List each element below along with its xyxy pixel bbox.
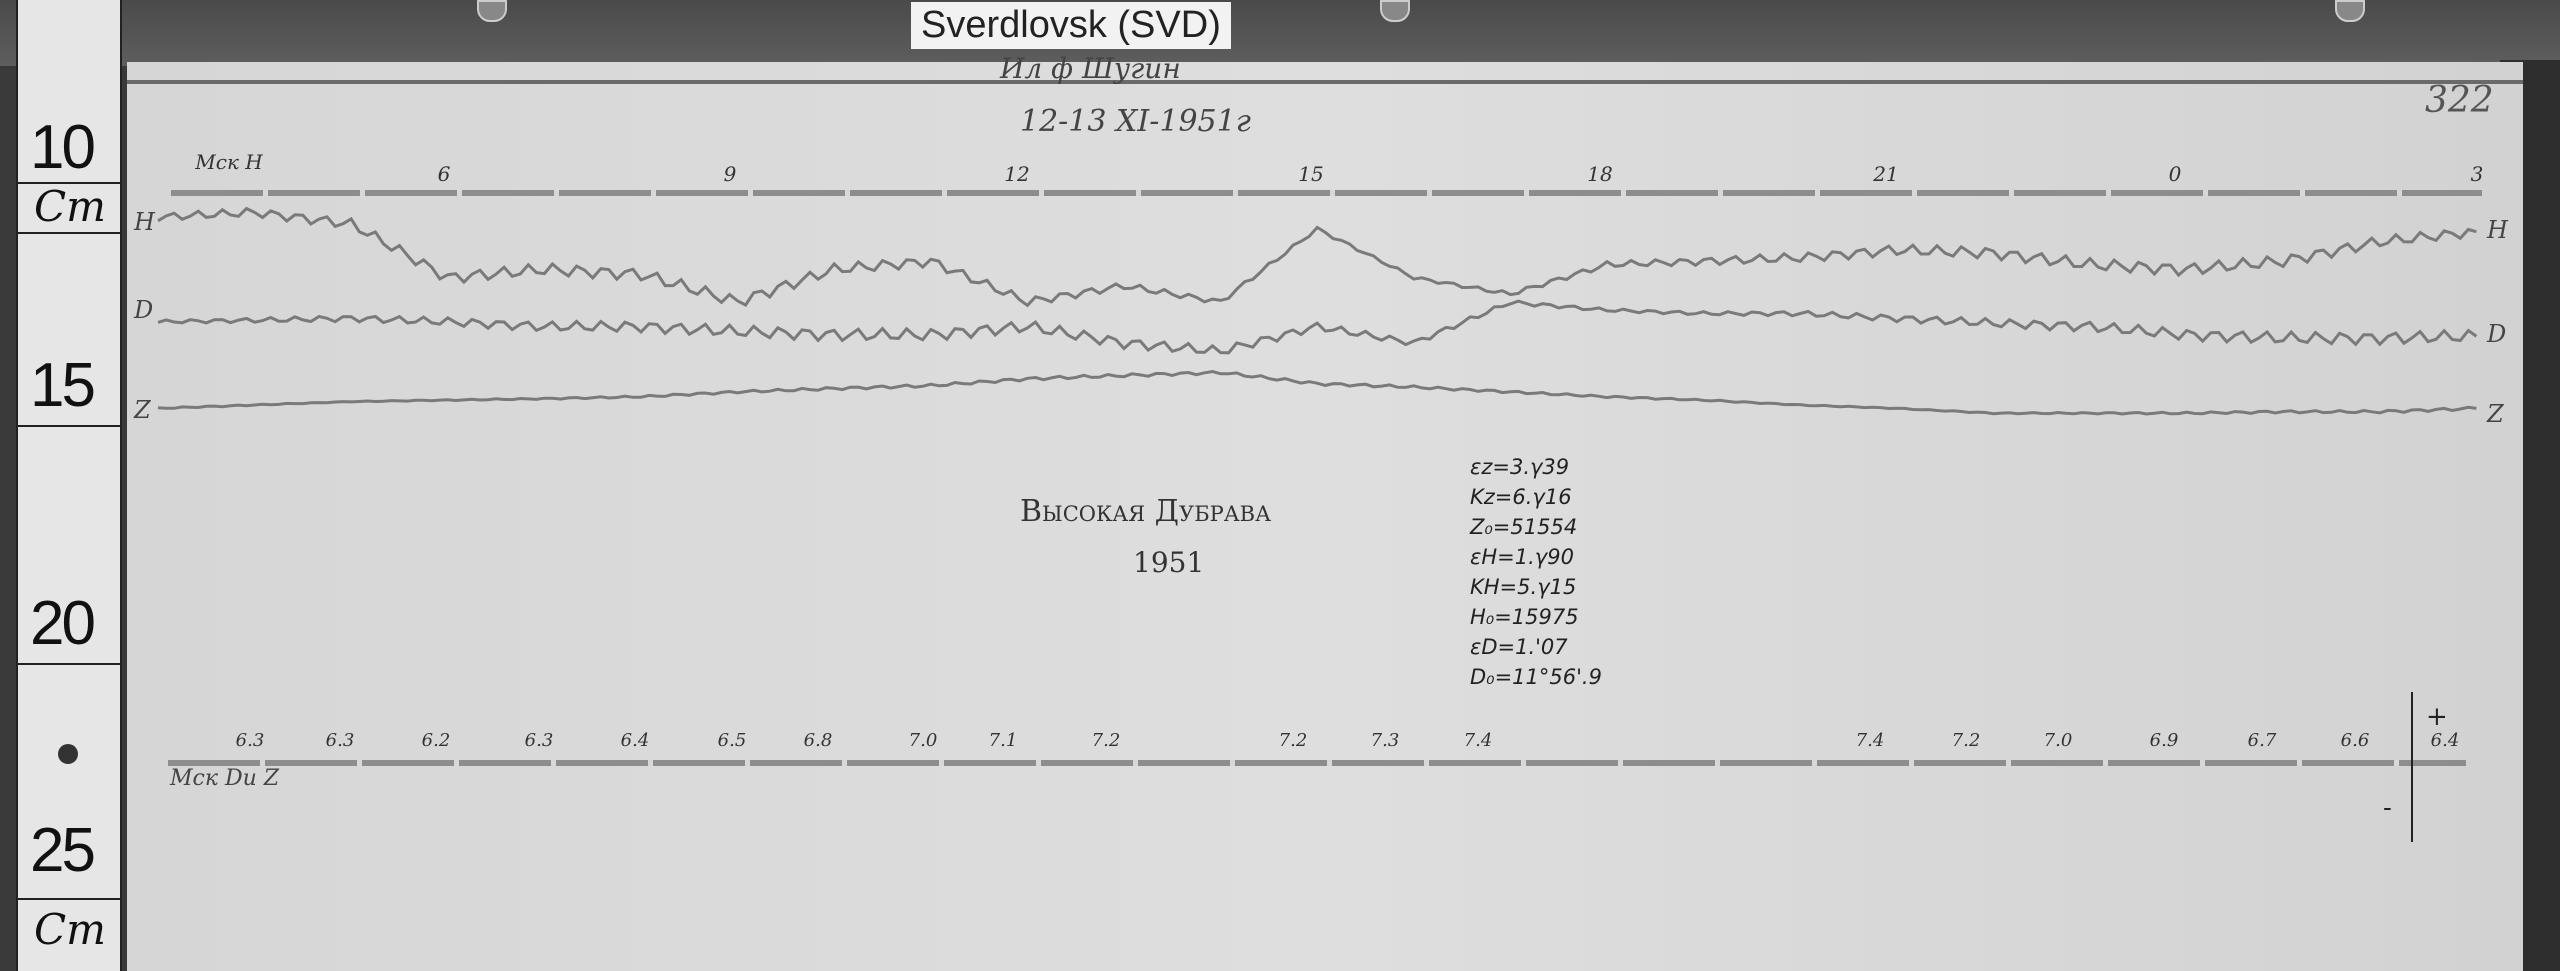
baseline-value: 7.2: [1091, 730, 1121, 751]
header-scribble: Ил ф Шугин: [1000, 52, 1181, 85]
trace-label-d-right: D: [2487, 320, 2507, 348]
ruler-unit: Cm: [34, 182, 106, 231]
ruler-tick: [18, 182, 120, 184]
baseline-value: 6.4: [620, 730, 650, 751]
baseline-constant: D₀=11°56'.9: [1470, 665, 1602, 689]
ruler-tick: [18, 232, 120, 234]
arrow-plus: +: [2426, 702, 2448, 732]
x-tick-label: 3: [2470, 162, 2484, 186]
baseline-value: 6.8: [803, 730, 833, 751]
baseline-value: 7.4: [1463, 730, 1493, 751]
baseline-value: 7.3: [1370, 730, 1400, 751]
screw-icon: [2335, 0, 2365, 22]
baseline-value: 6.4: [2430, 730, 2460, 751]
x-axis-label: Мск H: [195, 150, 263, 174]
trace-label-z-right: Z: [2487, 400, 2504, 428]
baseline-value: 6.3: [325, 730, 355, 751]
cm-ruler: 10 Cm 15 20 25 Cm: [16, 0, 122, 971]
x-tick-label: 12: [1004, 162, 1030, 186]
trace-h: [157, 206, 2477, 308]
baseline-constant: εz=3.γ39: [1470, 455, 1570, 479]
baseline-value: 6.9: [2149, 730, 2179, 751]
sheet-top-line: [127, 80, 2523, 84]
x-tick-label: 15: [1298, 162, 1324, 186]
arrow-minus: -: [2383, 793, 2392, 823]
x-tick-label: 0: [2168, 162, 2182, 186]
baseline-value: 6.3: [524, 730, 554, 751]
baseline-value: 6.3: [235, 730, 265, 751]
baseline-constant: Kz=6.γ16: [1470, 485, 1572, 509]
baseline-constant: εH=1.γ90: [1470, 545, 1574, 569]
screw-icon: [477, 0, 507, 22]
time-axis: [171, 190, 2482, 196]
baseline-constant: H₀=15975: [1470, 605, 1579, 629]
baseline-value: 6.6: [2340, 730, 2370, 751]
baseline-value: 7.2: [1278, 730, 1308, 751]
ruler-tick: [18, 663, 120, 665]
magnetogram-sheet: [127, 62, 2523, 971]
trace-d: [157, 299, 2478, 355]
ruler-hole: [58, 744, 78, 764]
screw-icon: [1380, 0, 1410, 22]
ruler-unit: Cm: [34, 905, 106, 954]
trace-label-d-left: D: [134, 296, 154, 324]
x-tick-label: 21: [1873, 162, 1899, 186]
baseline-value: 6.5: [717, 730, 747, 751]
polarity-arrow-icon: [2411, 692, 2413, 842]
x-tick-label: 18: [1587, 162, 1613, 186]
observatory-name: Высокая Дубрава: [1020, 494, 1272, 529]
sheet-number: 322: [2425, 80, 2494, 121]
baseline-value: 7.4: [1855, 730, 1885, 751]
ruler-tick: [18, 898, 120, 900]
trace-label-h-left: H: [134, 208, 155, 236]
baseline-constant: Z₀=51554: [1470, 515, 1578, 539]
trace-label-h-right: H: [2487, 216, 2508, 244]
ruler-label: 15: [30, 351, 96, 420]
ruler-label: 20: [30, 589, 96, 658]
x-tick-label: 9: [723, 162, 737, 186]
baseline-value: 7.0: [2043, 730, 2073, 751]
x-tick-label: 6: [437, 162, 451, 186]
trace-z: [157, 369, 2477, 416]
trace-label-z-left: Z: [134, 396, 151, 424]
ruler-label: 25: [30, 816, 96, 885]
baseline-axis: [168, 760, 2466, 766]
baseline-constant: KH=5.γ15: [1470, 575, 1577, 599]
record-date: 12-13 XI-1951г: [1020, 104, 1251, 139]
baseline-constant: εD=1.'07: [1470, 635, 1568, 659]
observatory-year: 1951: [1133, 546, 1205, 579]
mounting-board: [0, 0, 2560, 66]
ruler-tick: [18, 425, 120, 427]
baseline-value: 6.7: [2247, 730, 2277, 751]
baseline-value: 7.2: [1951, 730, 1981, 751]
ruler-label: 10: [30, 113, 96, 182]
baseline-value: 7.0: [908, 730, 938, 751]
station-label: Sverdlovsk (SVD): [911, 2, 1231, 49]
baseline-value: 7.1: [988, 730, 1018, 751]
baseline-label: Мск Dи Z: [170, 766, 280, 791]
baseline-value: 6.2: [421, 730, 451, 751]
